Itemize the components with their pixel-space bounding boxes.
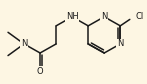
- Text: N: N: [101, 12, 107, 21]
- Text: N: N: [117, 39, 123, 48]
- Text: Cl: Cl: [135, 12, 143, 21]
- Text: NH: NH: [66, 12, 78, 21]
- Text: O: O: [37, 67, 43, 76]
- Text: N: N: [21, 39, 27, 48]
